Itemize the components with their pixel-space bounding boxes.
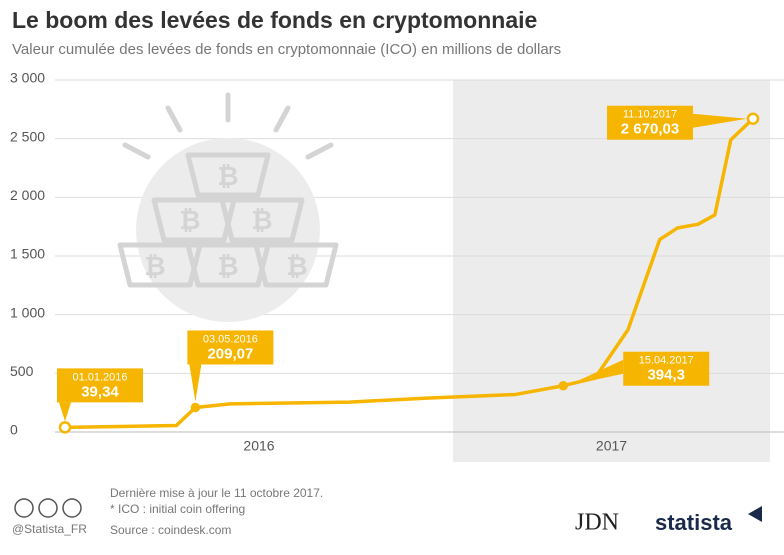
annotation-box bbox=[187, 330, 274, 365]
x-tick-label: 2017 bbox=[596, 438, 627, 454]
data-label: 39,34 bbox=[81, 383, 119, 400]
statista-logo-mark bbox=[748, 506, 762, 522]
data-label: 2 670,03 bbox=[621, 121, 679, 138]
svg-text:₿: ₿ bbox=[217, 251, 238, 281]
annotation-pointer bbox=[59, 402, 71, 422]
annotation-pointer bbox=[189, 364, 202, 402]
data-point bbox=[58, 421, 72, 434]
bitcoin-illustration: ₿ ₿ ₿ ₿ ₿ ₿ bbox=[117, 92, 339, 322]
license-icons bbox=[14, 498, 82, 518]
x-tick-label: 2016 bbox=[243, 438, 274, 454]
annotation-pointer bbox=[567, 359, 624, 386]
svg-text:₿: ₿ bbox=[251, 205, 272, 235]
y-tick-label: 500 bbox=[10, 363, 34, 379]
footer-source: Source : coindesk.com bbox=[110, 523, 231, 537]
svg-text:₿: ₿ bbox=[217, 161, 238, 191]
chart-title: Le boom des levées de fonds en cryptomon… bbox=[12, 7, 537, 33]
y-tick-label: 0 bbox=[10, 422, 18, 438]
year-highlight bbox=[452, 80, 770, 462]
annotation-box bbox=[623, 351, 710, 386]
footer-note: Dernière mise à jour le 11 octobre 2017. bbox=[110, 486, 323, 500]
chart-subtitle: Valeur cumulée des levées de fonds en cr… bbox=[12, 41, 561, 58]
footer-handle: @Statista_FR bbox=[12, 522, 87, 536]
annotation-box bbox=[607, 105, 693, 140]
annotation-pointer bbox=[693, 113, 747, 128]
y-tick-label: 2 000 bbox=[10, 187, 45, 203]
annotation-date: 11.10.2017 bbox=[623, 109, 677, 121]
annotation-box bbox=[57, 368, 143, 403]
data-point bbox=[746, 112, 760, 125]
annotation-date: 03.05.2016 bbox=[203, 333, 258, 345]
y-tick-label: 2 500 bbox=[10, 128, 45, 144]
svg-text:₿: ₿ bbox=[179, 205, 200, 235]
svg-text:₿: ₿ bbox=[286, 251, 307, 281]
data-point bbox=[558, 380, 568, 391]
data-point bbox=[190, 402, 201, 413]
data-label: 209,07 bbox=[207, 345, 253, 362]
jdn-logo: JDN bbox=[575, 510, 619, 536]
footer-note: * ICO : initial coin offering bbox=[110, 502, 245, 516]
y-tick-label: 3 000 bbox=[10, 70, 45, 86]
y-tick-label: 1 500 bbox=[10, 246, 45, 262]
y-tick-label: 1 000 bbox=[10, 304, 45, 320]
statista-logo: statista bbox=[655, 510, 733, 535]
data-label: 394,3 bbox=[647, 367, 685, 384]
annotation-date: 01.01.2016 bbox=[72, 371, 127, 383]
svg-text:₿: ₿ bbox=[144, 251, 165, 281]
annotation-date: 15.04.2017 bbox=[639, 355, 694, 367]
